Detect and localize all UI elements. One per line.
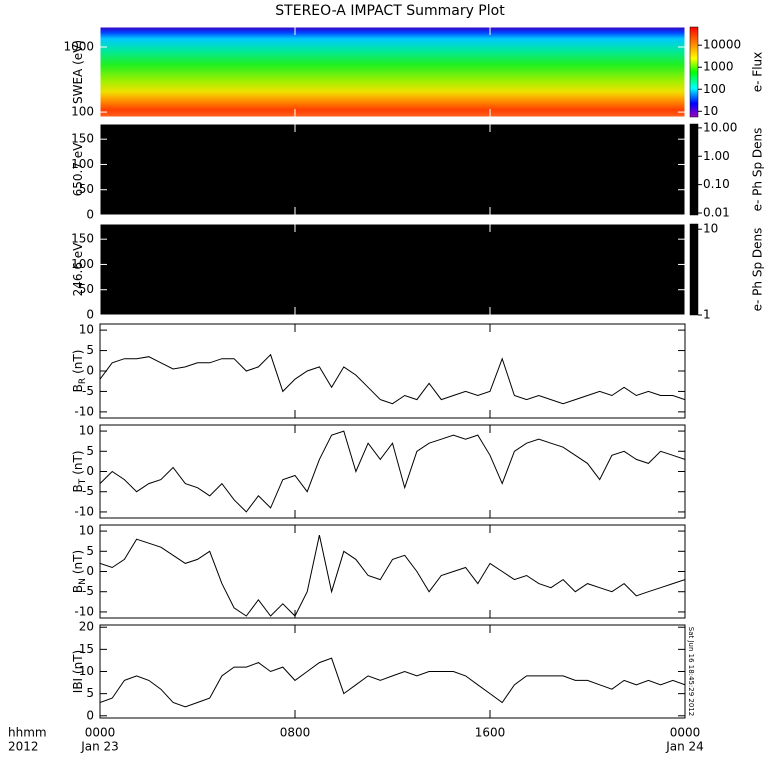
y-tick-label: 5 bbox=[86, 343, 94, 357]
y-axis-label: BN (nT) bbox=[71, 550, 88, 593]
colorbar-tick-label: 10 bbox=[703, 222, 718, 236]
y-label-sub: R bbox=[78, 378, 88, 384]
colorbar-tick-label: 1.00 bbox=[703, 149, 730, 163]
y-tick-label: 100 bbox=[71, 257, 94, 271]
y-tick-label: 100 bbox=[71, 105, 94, 119]
colorbar-tick-label: 100 bbox=[703, 82, 726, 96]
colorbar bbox=[689, 26, 699, 118]
spectrogram-image bbox=[100, 27, 685, 117]
data-line bbox=[100, 430, 685, 513]
y-label-unit: (nT) bbox=[71, 450, 85, 474]
panel-frame bbox=[99, 424, 686, 519]
panel-frame bbox=[99, 223, 686, 316]
panel-frame bbox=[99, 123, 686, 216]
y-tick-label: -5 bbox=[82, 484, 94, 498]
colorbar-label: e- Ph Sp Dens bbox=[751, 228, 765, 312]
colorbar bbox=[689, 223, 699, 316]
y-label-main: SWEA (eV) bbox=[71, 40, 85, 104]
colorbar-tick-label: 1 bbox=[703, 308, 711, 322]
y-label-main: B bbox=[71, 384, 85, 392]
y-label-main: B bbox=[71, 585, 85, 593]
colorbar-tick-label: 10000 bbox=[703, 38, 741, 52]
y-label-unit: (nT) bbox=[71, 350, 85, 374]
y-axis-label: SWEA (eV) bbox=[71, 40, 85, 104]
colorbar-tick-label: 10 bbox=[703, 104, 718, 118]
colorbar-tick-label: 10.00 bbox=[703, 120, 737, 134]
spectrogram-image bbox=[100, 224, 685, 315]
y-tick-label: -10 bbox=[74, 404, 94, 418]
y-tick-label: 0 bbox=[86, 464, 94, 478]
y-tick-label: 10 bbox=[79, 664, 94, 678]
y-tick-label: 0 bbox=[86, 364, 94, 378]
y-label-unit: (nT) bbox=[71, 550, 85, 574]
y-tick-label: 20 bbox=[79, 620, 94, 634]
data-line bbox=[100, 353, 685, 405]
x-row-label: hhmm bbox=[8, 726, 47, 740]
y-tick-label: -10 bbox=[74, 604, 94, 618]
colorbar-tick-label: 1000 bbox=[703, 60, 734, 74]
colorbar-tick-label: 0.01 bbox=[703, 205, 730, 219]
y-axis-label: 650.7 eV bbox=[71, 142, 85, 197]
timestamp: Sat Jun 16 18:45:29 2012 bbox=[687, 627, 695, 716]
y-axis-label: BT (nT) bbox=[71, 450, 88, 492]
y-tick-label: 10 bbox=[79, 323, 94, 337]
x-date-label: Jan 23 bbox=[80, 740, 119, 754]
y-axis-label: 246.6 eV bbox=[71, 242, 85, 297]
y-label-main: B bbox=[71, 484, 85, 492]
y-tick-label: 0 bbox=[86, 708, 94, 722]
colorbar-label: e- Ph Sp Dens bbox=[751, 128, 765, 212]
y-tick-label: -10 bbox=[74, 504, 94, 518]
x-tick-label: 1600 bbox=[475, 726, 506, 740]
x-date-label: Jan 24 bbox=[665, 740, 704, 754]
y-tick-label: -5 bbox=[82, 584, 94, 598]
y-label-main: IBI (nT) bbox=[71, 650, 85, 693]
y-tick-label: 1000 bbox=[63, 40, 94, 54]
data-line bbox=[100, 534, 685, 617]
panel-frame bbox=[99, 624, 686, 719]
y-tick-label: 50 bbox=[79, 282, 94, 296]
colorbar-tick-label: 0.10 bbox=[703, 177, 730, 191]
panel-frame bbox=[99, 524, 686, 619]
y-tick-label: 5 bbox=[86, 686, 94, 700]
x-tick-label: 0000 bbox=[670, 726, 701, 740]
y-label-sub: T bbox=[78, 478, 88, 485]
y-tick-label: 0 bbox=[86, 208, 94, 222]
y-tick-label: 0 bbox=[86, 564, 94, 578]
y-tick-label: 150 bbox=[71, 232, 94, 246]
y-tick-label: 150 bbox=[71, 132, 94, 146]
y-tick-label: 100 bbox=[71, 157, 94, 171]
data-line bbox=[100, 657, 685, 708]
x-tick-label: 0000 bbox=[85, 726, 116, 740]
y-axis-label: IBI (nT) bbox=[71, 650, 85, 693]
y-tick-label: 5 bbox=[86, 444, 94, 458]
y-tick-label: 15 bbox=[79, 642, 94, 656]
x-tick-label: 0800 bbox=[280, 726, 311, 740]
plot-title: STEREO-A IMPACT Summary Plot bbox=[275, 3, 505, 19]
y-label-main: 650.7 eV bbox=[71, 142, 85, 197]
y-label-sub: N bbox=[78, 578, 88, 585]
y-axis-label: BR (nT) bbox=[71, 350, 88, 393]
x-row-label: 2012 bbox=[8, 740, 39, 754]
y-label-main: 246.6 eV bbox=[71, 242, 85, 297]
y-tick-label: -5 bbox=[82, 384, 94, 398]
y-tick-label: 50 bbox=[79, 182, 94, 196]
colorbar-label: e- Flux bbox=[751, 52, 765, 92]
y-tick-label: 10 bbox=[79, 424, 94, 438]
panel-frame bbox=[99, 26, 686, 118]
y-tick-label: 5 bbox=[86, 544, 94, 558]
spectrogram-image bbox=[100, 124, 685, 215]
y-tick-label: 0 bbox=[86, 308, 94, 322]
colorbar bbox=[689, 123, 699, 216]
y-tick-label: 10 bbox=[79, 524, 94, 538]
